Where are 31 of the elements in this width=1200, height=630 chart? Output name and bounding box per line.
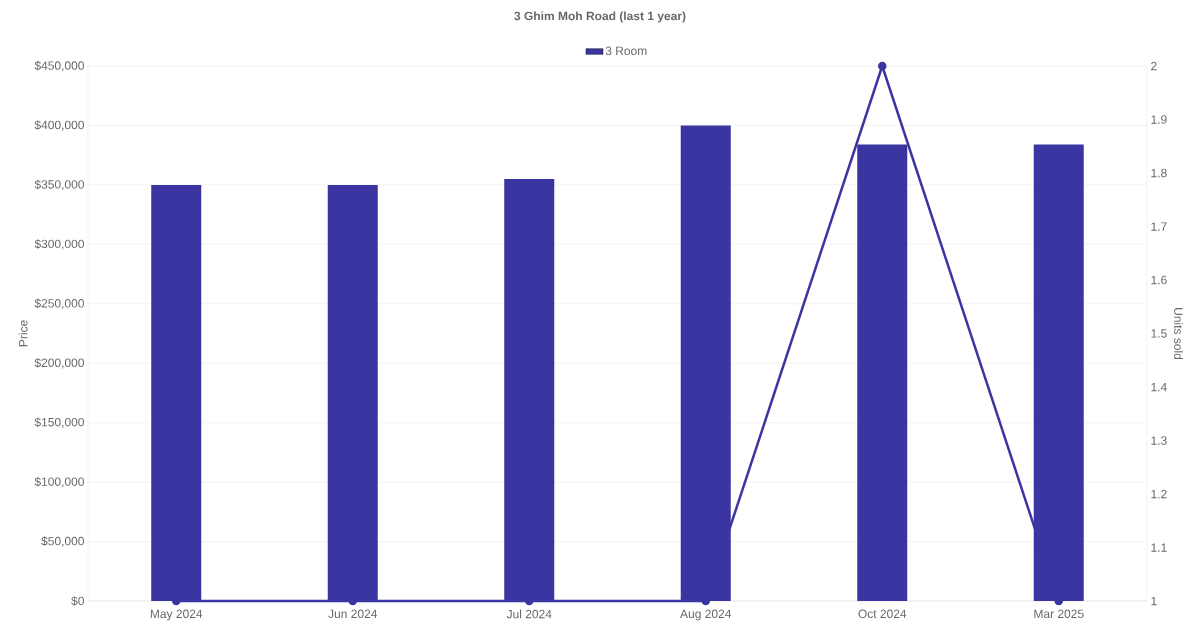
y2-tick-label: 1.7 xyxy=(1151,222,1167,231)
y-axis-title: Price xyxy=(18,320,28,347)
y2-tick-label: 1.9 xyxy=(1151,115,1167,124)
y-tick-label: $100,000 xyxy=(34,476,84,488)
chart-title: 3 Ghim Moh Road (last 1 year) xyxy=(514,11,686,23)
x-tick-label: Mar 2025 xyxy=(1034,609,1084,619)
y2-tick-label: 1.4 xyxy=(1151,382,1167,392)
y-tick-label: $450,000 xyxy=(34,60,84,72)
y-tick-label: $0 xyxy=(71,596,84,606)
y-tick-label: $200,000 xyxy=(34,358,84,369)
x-tick-label: May 2024 xyxy=(150,609,203,621)
y2-tick-label: 1.5 xyxy=(1151,329,1167,338)
y2-tick-label: 1.2 xyxy=(1151,489,1167,499)
x-tick-label: Jun 2024 xyxy=(328,609,378,619)
y-tick-label: $300,000 xyxy=(34,239,84,250)
y2-tick-label: 1 xyxy=(1151,596,1157,606)
y-tick-label: $50,000 xyxy=(41,536,84,547)
legend-label: 3 Room xyxy=(605,46,647,56)
x-tick-label: Jul 2024 xyxy=(506,609,552,619)
y2-tick-label: 2 xyxy=(1151,61,1157,71)
y-tick-label: $150,000 xyxy=(34,417,84,428)
y2-tick-label: 1.8 xyxy=(1151,168,1167,178)
y2-tick-label: 1.3 xyxy=(1151,436,1167,445)
x-tick-label: Oct 2024 xyxy=(858,609,907,619)
y-tick-label: $400,000 xyxy=(34,120,84,131)
y-tick-label: $350,000 xyxy=(34,179,84,191)
y2-tick-label: 1.1 xyxy=(1151,543,1167,552)
y2-axis-title: Units sold xyxy=(1174,308,1183,360)
y2-tick-label: 1.6 xyxy=(1151,275,1167,285)
x-tick-label: Aug 2024 xyxy=(680,609,732,621)
y-tick-label: $250,000 xyxy=(34,298,84,309)
